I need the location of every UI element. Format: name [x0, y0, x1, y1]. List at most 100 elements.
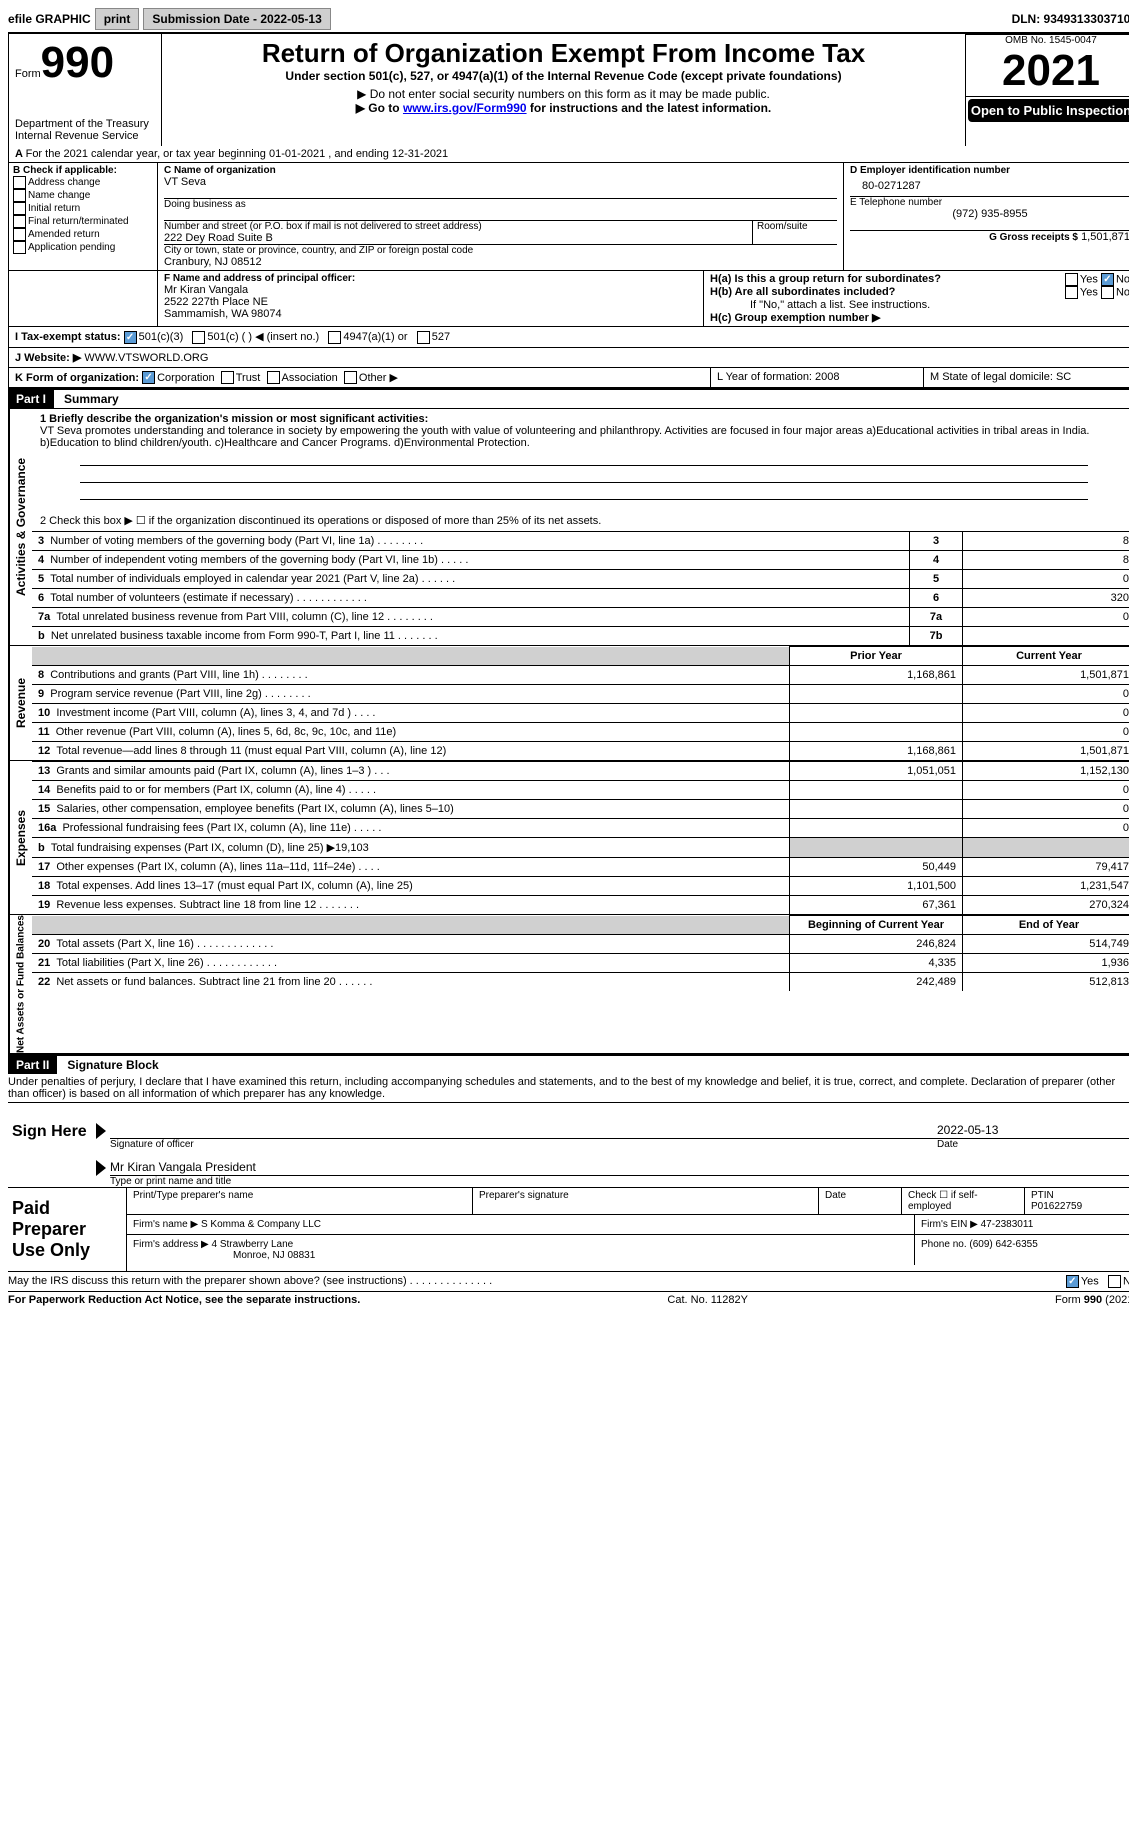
section-j-row: J Website: ▶ WWW.VTSWORLD.ORG: [8, 348, 1129, 368]
note-ssn: ▶ Do not enter social security numbers o…: [172, 87, 955, 101]
ha-yes-checkbox[interactable]: [1065, 273, 1078, 286]
table-row: 20 Total assets (Part X, line 16) . . . …: [32, 935, 1129, 954]
revenue-table: Prior YearCurrent Year8 Contributions an…: [32, 646, 1129, 760]
527-checkbox[interactable]: [417, 331, 430, 344]
org-name: VT Seva: [164, 176, 837, 188]
form990-link[interactable]: www.irs.gov/Form990: [403, 101, 527, 115]
governance-table: 3 Number of voting members of the govern…: [32, 531, 1129, 645]
side-expenses: Expenses: [9, 761, 32, 914]
irs: Internal Revenue Service: [15, 130, 155, 142]
table-row: 7a Total unrelated business revenue from…: [32, 608, 1129, 627]
501c3-checkbox[interactable]: [124, 331, 137, 344]
perjury-declaration: Under penalties of perjury, I declare th…: [8, 1074, 1129, 1103]
governance-block: Activities & Governance 1 Briefly descri…: [8, 408, 1129, 646]
dln-label: DLN: 93493133037102: [1012, 12, 1129, 26]
preparer-phone: (609) 642-6355: [969, 1239, 1037, 1250]
form-subtitle: Under section 501(c), 527, or 4947(a)(1)…: [172, 69, 955, 83]
side-netassets: Net Assets or Fund Balances: [9, 915, 32, 1053]
netassets-block: Net Assets or Fund Balances Beginning of…: [8, 915, 1129, 1054]
table-row: 22 Net assets or fund balances. Subtract…: [32, 973, 1129, 992]
501c-checkbox[interactable]: [192, 331, 205, 344]
top-bar: efile GRAPHIC print Submission Date - 20…: [8, 8, 1129, 34]
paid-preparer-block: Paid Preparer Use Only Print/Type prepar…: [8, 1188, 1129, 1272]
other-checkbox[interactable]: [344, 371, 357, 384]
form-prefix: Form: [15, 68, 41, 80]
firm-ein: 47-2383011: [981, 1219, 1034, 1230]
firm-address: 4 Strawberry Lane: [212, 1239, 294, 1250]
street-address: 222 Dey Road Suite B: [164, 232, 752, 244]
table-row: 19 Revenue less expenses. Subtract line …: [32, 896, 1129, 915]
table-row: 5 Total number of individuals employed i…: [32, 570, 1129, 589]
footer: For Paperwork Reduction Act Notice, see …: [8, 1291, 1129, 1306]
side-revenue: Revenue: [9, 646, 32, 760]
print-button[interactable]: print: [95, 8, 140, 30]
city-state-zip: Cranbury, NJ 08512: [164, 256, 837, 268]
section-de: D Employer identification number 80-0271…: [843, 163, 1129, 270]
table-row: 9 Program service revenue (Part VIII, li…: [32, 685, 1129, 704]
discuss-no-checkbox[interactable]: [1108, 1275, 1121, 1288]
table-row: b Net unrelated business taxable income …: [32, 627, 1129, 646]
table-row: 14 Benefits paid to or for members (Part…: [32, 781, 1129, 800]
side-governance: Activities & Governance: [9, 409, 32, 645]
table-row: 13 Grants and similar amounts paid (Part…: [32, 762, 1129, 781]
hb-yes-checkbox[interactable]: [1065, 286, 1078, 299]
paid-preparer-label: Paid Preparer Use Only: [8, 1188, 126, 1271]
hb-no-checkbox[interactable]: [1101, 286, 1114, 299]
section-b: B Check if applicable: Address change Na…: [9, 163, 158, 270]
addr-change-checkbox[interactable]: [13, 176, 26, 189]
expenses-block: Expenses 13 Grants and similar amounts p…: [8, 761, 1129, 915]
form-number: 990: [41, 38, 114, 87]
submission-date: Submission Date - 2022-05-13: [143, 8, 330, 30]
table-row: 10 Investment income (Part VIII, column …: [32, 704, 1129, 723]
open-public: Open to Public Inspection: [968, 99, 1129, 122]
sign-here-block: Sign Here 2022-05-13 Signature of office…: [8, 1103, 1129, 1188]
table-row: 4 Number of independent voting members o…: [32, 551, 1129, 570]
expenses-table: 13 Grants and similar amounts paid (Part…: [32, 761, 1129, 914]
arrow-icon: [96, 1123, 106, 1139]
ha-no-checkbox[interactable]: [1101, 273, 1114, 286]
sign-date: 2022-05-13: [927, 1123, 1129, 1139]
website: WWW.VTSWORLD.ORG: [84, 352, 208, 364]
assoc-checkbox[interactable]: [267, 371, 280, 384]
ptin: P01622759: [1031, 1201, 1129, 1212]
revenue-block: Revenue Prior YearCurrent Year8 Contribu…: [8, 646, 1129, 761]
netassets-table: Beginning of Current YearEnd of Year20 T…: [32, 915, 1129, 991]
trust-checkbox[interactable]: [221, 371, 234, 384]
section-fh: F Name and address of principal officer:…: [8, 271, 1129, 327]
section-ij: I Tax-exempt status: 501(c)(3) 501(c) ( …: [8, 327, 1129, 348]
section-klm: K Form of organization: Corporation Trus…: [8, 368, 1129, 389]
table-row: 6 Total number of volunteers (estimate i…: [32, 589, 1129, 608]
discuss-row: May the IRS discuss this return with the…: [8, 1272, 1129, 1291]
phone: (972) 935-8955: [850, 208, 1129, 220]
officer-name-title: Mr Kiran Vangala President: [110, 1160, 1129, 1176]
section-bcd: B Check if applicable: Address change Na…: [8, 163, 1129, 271]
year-formation: L Year of formation: 2008: [710, 368, 923, 388]
initial-return-checkbox[interactable]: [13, 202, 26, 215]
efile-label: efile GRAPHIC: [8, 12, 91, 26]
4947-checkbox[interactable]: [328, 331, 341, 344]
table-row: 11 Other revenue (Part VIII, column (A),…: [32, 723, 1129, 742]
ein: 80-0271287: [850, 176, 1129, 196]
table-row: 17 Other expenses (Part IX, column (A), …: [32, 858, 1129, 877]
arrow-icon: [96, 1160, 106, 1176]
table-row: 18 Total expenses. Add lines 13–17 (must…: [32, 877, 1129, 896]
officer-name: Mr Kiran Vangala: [164, 284, 697, 296]
discuss-yes-checkbox[interactable]: [1066, 1275, 1079, 1288]
table-row: 8 Contributions and grants (Part VIII, l…: [32, 666, 1129, 685]
omb-number: OMB No. 1545-0047: [966, 34, 1129, 46]
app-pending-checkbox[interactable]: [13, 241, 26, 254]
gross-receipts: 1,501,871: [1081, 231, 1129, 243]
final-return-checkbox[interactable]: [13, 215, 26, 228]
note-go-suffix: for instructions and the latest informat…: [527, 101, 772, 115]
table-row: 3 Number of voting members of the govern…: [32, 532, 1129, 551]
corp-checkbox[interactable]: [142, 371, 155, 384]
department: Department of the Treasury: [15, 118, 155, 130]
name-change-checkbox[interactable]: [13, 189, 26, 202]
line-a: A For the 2021 calendar year, or tax yea…: [8, 146, 1129, 163]
amended-checkbox[interactable]: [13, 228, 26, 241]
part-i-header: Part I Summary: [8, 388, 1129, 408]
section-c: C Name of organization VT Seva Doing bus…: [158, 163, 843, 270]
table-row: 12 Total revenue—add lines 8 through 11 …: [32, 742, 1129, 761]
mission-text: VT Seva promotes understanding and toler…: [40, 425, 1128, 449]
state-domicile: M State of legal domicile: SC: [923, 368, 1129, 388]
